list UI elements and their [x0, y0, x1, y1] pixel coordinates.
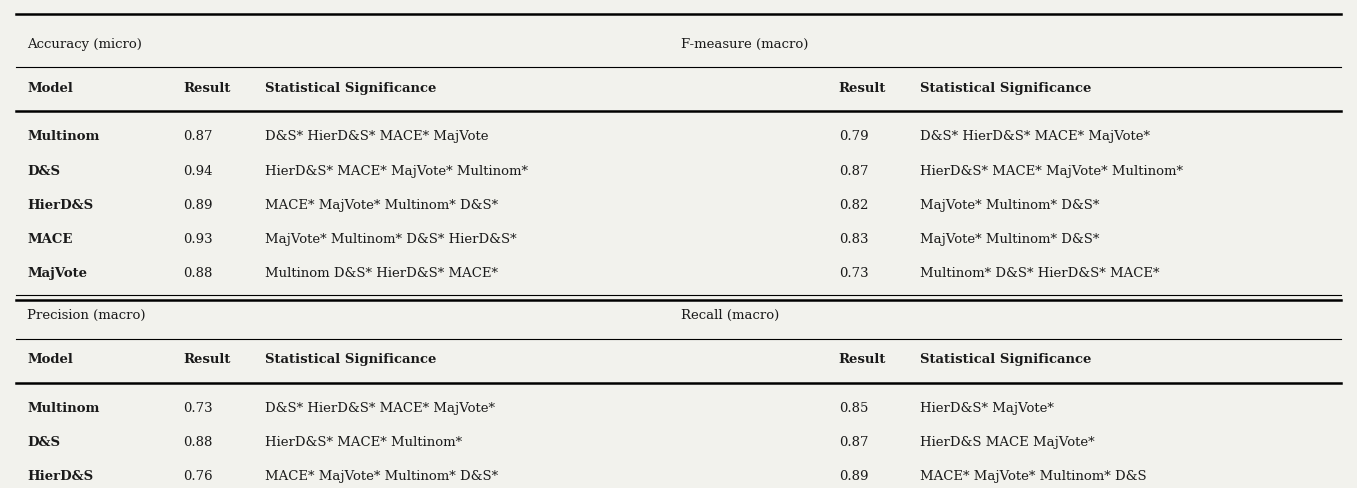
Text: 0.89: 0.89 — [183, 199, 213, 211]
Text: MajVote* Multinom* D&S*: MajVote* Multinom* D&S* — [920, 233, 1099, 245]
Text: D&S* HierD&S* MACE* MajVote*: D&S* HierD&S* MACE* MajVote* — [920, 130, 1149, 143]
Text: 0.82: 0.82 — [839, 199, 868, 211]
Text: Multinom: Multinom — [27, 401, 99, 414]
Text: HierD&S* MACE* MajVote* Multinom*: HierD&S* MACE* MajVote* Multinom* — [920, 164, 1183, 177]
Text: 0.87: 0.87 — [839, 164, 868, 177]
Text: 0.88: 0.88 — [183, 435, 213, 448]
Text: MACE: MACE — [27, 233, 72, 245]
Text: 0.89: 0.89 — [839, 469, 868, 482]
Text: HierD&S* MACE* Multinom*: HierD&S* MACE* Multinom* — [265, 435, 461, 448]
Text: 0.83: 0.83 — [839, 233, 868, 245]
Text: Recall (macro): Recall (macro) — [681, 308, 779, 321]
Text: Accuracy (micro): Accuracy (micro) — [27, 38, 142, 50]
Text: Statistical Significance: Statistical Significance — [265, 81, 436, 94]
Text: HierD&S: HierD&S — [27, 469, 94, 482]
Text: 0.79: 0.79 — [839, 130, 868, 143]
Text: D&S: D&S — [27, 164, 60, 177]
Text: MajVote: MajVote — [27, 267, 87, 280]
Text: F-measure (macro): F-measure (macro) — [681, 38, 809, 50]
Text: 0.76: 0.76 — [183, 469, 213, 482]
Text: D&S: D&S — [27, 435, 60, 448]
Text: Result: Result — [183, 81, 231, 94]
Text: MACE* MajVote* Multinom* D&S*: MACE* MajVote* Multinom* D&S* — [265, 469, 498, 482]
Text: 0.73: 0.73 — [183, 401, 213, 414]
Text: Result: Result — [839, 352, 886, 365]
Text: Result: Result — [839, 81, 886, 94]
Text: 0.73: 0.73 — [839, 267, 868, 280]
Text: Multinom D&S* HierD&S* MACE*: Multinom D&S* HierD&S* MACE* — [265, 267, 498, 280]
Text: HierD&S MACE MajVote*: HierD&S MACE MajVote* — [920, 435, 1095, 448]
Text: D&S* HierD&S* MACE* MajVote: D&S* HierD&S* MACE* MajVote — [265, 130, 489, 143]
Text: MACE* MajVote* Multinom* D&S*: MACE* MajVote* Multinom* D&S* — [265, 199, 498, 211]
Text: 0.93: 0.93 — [183, 233, 213, 245]
Text: Statistical Significance: Statistical Significance — [920, 352, 1091, 365]
Text: Statistical Significance: Statistical Significance — [920, 81, 1091, 94]
Text: 0.94: 0.94 — [183, 164, 213, 177]
Text: MajVote* Multinom* D&S* HierD&S*: MajVote* Multinom* D&S* HierD&S* — [265, 233, 516, 245]
Text: 0.87: 0.87 — [839, 435, 868, 448]
Text: MACE* MajVote* Multinom* D&S: MACE* MajVote* Multinom* D&S — [920, 469, 1147, 482]
Text: Model: Model — [27, 352, 73, 365]
Text: HierD&S* MajVote*: HierD&S* MajVote* — [920, 401, 1054, 414]
Text: Precision (macro): Precision (macro) — [27, 308, 145, 321]
Text: 0.85: 0.85 — [839, 401, 868, 414]
Text: HierD&S: HierD&S — [27, 199, 94, 211]
Text: Result: Result — [183, 352, 231, 365]
Text: MajVote* Multinom* D&S*: MajVote* Multinom* D&S* — [920, 199, 1099, 211]
Text: Multinom* D&S* HierD&S* MACE*: Multinom* D&S* HierD&S* MACE* — [920, 267, 1159, 280]
Text: D&S* HierD&S* MACE* MajVote*: D&S* HierD&S* MACE* MajVote* — [265, 401, 494, 414]
Text: 0.88: 0.88 — [183, 267, 213, 280]
Text: Multinom: Multinom — [27, 130, 99, 143]
Text: 0.87: 0.87 — [183, 130, 213, 143]
Text: Statistical Significance: Statistical Significance — [265, 352, 436, 365]
Text: Model: Model — [27, 81, 73, 94]
Text: HierD&S* MACE* MajVote* Multinom*: HierD&S* MACE* MajVote* Multinom* — [265, 164, 528, 177]
